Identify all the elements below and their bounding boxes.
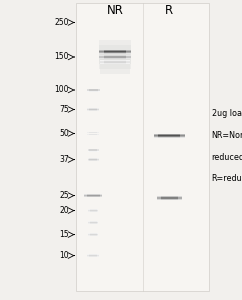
- Text: 50: 50: [59, 129, 69, 138]
- Text: reduced: reduced: [212, 153, 242, 162]
- Text: 150: 150: [54, 52, 69, 62]
- Bar: [100, 50, 130, 74]
- Text: 20: 20: [59, 206, 69, 215]
- Text: 10: 10: [59, 251, 69, 260]
- Text: NR=Non-: NR=Non-: [212, 131, 242, 140]
- Text: 37: 37: [59, 155, 69, 164]
- Bar: [76, 3, 209, 291]
- Text: NR: NR: [106, 4, 123, 17]
- Bar: [99, 45, 131, 69]
- Bar: [99, 40, 131, 64]
- Text: 100: 100: [54, 85, 69, 94]
- Text: 15: 15: [59, 230, 69, 239]
- Text: 25: 25: [59, 191, 69, 200]
- Text: 2ug loading: 2ug loading: [212, 110, 242, 118]
- Text: R: R: [165, 4, 174, 17]
- Text: R=reduced: R=reduced: [212, 174, 242, 183]
- Text: 250: 250: [54, 18, 69, 27]
- Text: 75: 75: [59, 105, 69, 114]
